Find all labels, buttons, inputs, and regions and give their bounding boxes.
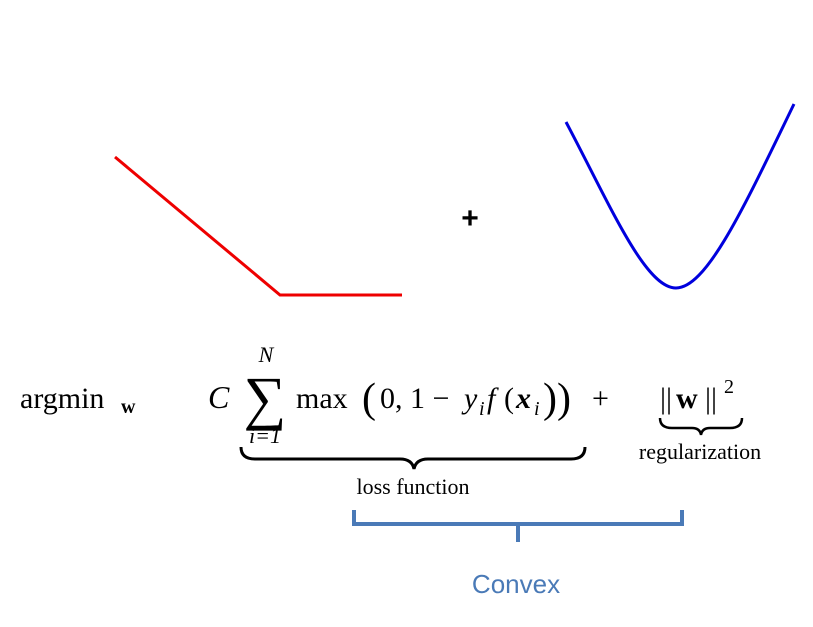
hinge-loss-graph bbox=[114, 155, 402, 297]
argmin-text: argmin bbox=[20, 382, 104, 415]
max-operator: max bbox=[296, 382, 348, 415]
regularization-label: regularization bbox=[639, 439, 761, 464]
argmin-subscript: w bbox=[121, 396, 136, 418]
norm-left: || bbox=[660, 382, 672, 415]
summation-sign: ∑ bbox=[244, 365, 287, 431]
sum-upper-limit: N bbox=[258, 342, 275, 367]
close-parens: )) bbox=[543, 376, 571, 422]
feature-x: x bbox=[515, 382, 531, 415]
constant-C: C bbox=[208, 379, 230, 415]
convex-bracket bbox=[352, 510, 684, 542]
convex-label: Convex bbox=[472, 569, 560, 599]
argmin-operator: argmin w bbox=[20, 382, 136, 418]
loss-function-label: loss function bbox=[356, 474, 469, 499]
formula-plus: + bbox=[592, 382, 609, 415]
regularization-underbrace bbox=[658, 417, 744, 436]
zero-one-minus: 0, 1 − bbox=[380, 382, 449, 415]
norm-power: 2 bbox=[724, 376, 734, 398]
loss-underbrace bbox=[239, 446, 587, 470]
hinge-expression: max ( 0, 1 − y i f ( x i )) bbox=[296, 376, 571, 422]
weight-w: w bbox=[676, 382, 698, 415]
plus-sign: + bbox=[461, 202, 479, 235]
inner-open-paren: ( bbox=[504, 382, 514, 415]
sum-lower-limit: i=1 bbox=[249, 423, 281, 448]
max-open-paren: ( bbox=[362, 376, 376, 422]
norm-right: || bbox=[705, 382, 717, 415]
label-y-subscript: i bbox=[479, 398, 485, 420]
feature-x-subscript: i bbox=[534, 398, 540, 420]
label-y: y bbox=[461, 382, 478, 415]
quadratic-regularizer-graph bbox=[564, 103, 796, 290]
function-f: f bbox=[487, 382, 499, 415]
norm-expression: || w || 2 bbox=[660, 376, 734, 415]
